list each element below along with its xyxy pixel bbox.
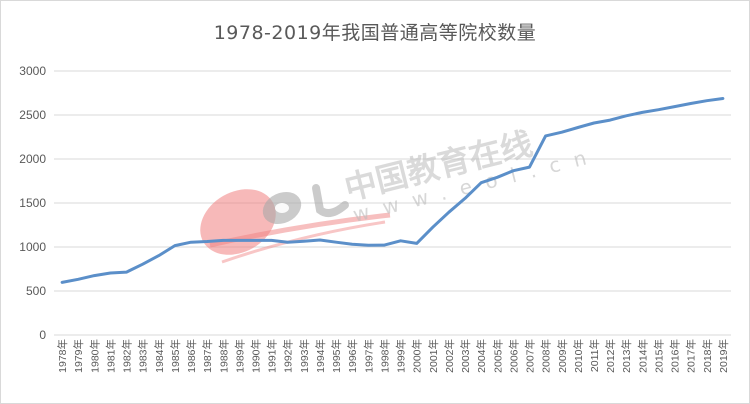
x-tick-label: 1984年 bbox=[153, 339, 166, 373]
x-tick-label: 1988年 bbox=[217, 339, 230, 373]
x-tick-label: 2016年 bbox=[669, 339, 682, 373]
x-tick-label: 1994年 bbox=[314, 339, 327, 373]
x-tick-label: 1979年 bbox=[72, 339, 85, 373]
series-line bbox=[60, 97, 725, 284]
y-tick-label: 1500 bbox=[19, 196, 46, 210]
y-tick-label: 1000 bbox=[19, 240, 46, 254]
x-tick-label: 2003年 bbox=[459, 339, 472, 373]
x-tick-label: 1999年 bbox=[395, 339, 408, 373]
x-tick-label: 1991年 bbox=[266, 339, 279, 373]
x-tick-label: 2009年 bbox=[556, 339, 569, 373]
x-tick-label: 1982年 bbox=[121, 339, 134, 373]
x-tick-label: 1989年 bbox=[233, 339, 246, 373]
x-tick-label: 2019年 bbox=[717, 339, 730, 373]
x-tick-label: 1990年 bbox=[249, 339, 262, 373]
x-tick-label: 1998年 bbox=[378, 339, 391, 373]
x-tick-label: 2008年 bbox=[540, 339, 553, 373]
x-tick-label: 2004年 bbox=[475, 339, 488, 373]
x-axis-ticks: 1978年 1979年 1980年 1981年 1982年 1983年 1984年 1985年… bbox=[56, 339, 730, 373]
x-tick-label: 2010年 bbox=[572, 339, 585, 373]
x-tick-label: 1995年 bbox=[330, 339, 343, 373]
x-tick-label: 2014年 bbox=[636, 339, 649, 373]
x-tick-label: 1996年 bbox=[346, 339, 359, 373]
x-tick-label: 1986年 bbox=[185, 339, 198, 373]
x-tick-label: 1985年 bbox=[169, 339, 182, 373]
x-tick-label: 2005年 bbox=[491, 339, 504, 373]
x-tick-label: 1981年 bbox=[104, 339, 117, 373]
x-tick-label: 2000年 bbox=[411, 339, 424, 373]
x-tick-label: 2011年 bbox=[588, 339, 601, 372]
x-tick-label: 2006年 bbox=[507, 339, 520, 373]
x-tick-label: 2017年 bbox=[685, 339, 698, 373]
chart-title: 1978-2019年我国普通高等院校数量 bbox=[213, 22, 537, 44]
x-tick-label: 2007年 bbox=[524, 339, 537, 373]
x-tick-label: 2002年 bbox=[443, 339, 456, 373]
x-tick-label: 1983年 bbox=[137, 339, 150, 373]
y-tick-label: 500 bbox=[26, 284, 46, 298]
x-tick-label: 1993年 bbox=[298, 339, 311, 373]
x-tick-label: 1987年 bbox=[201, 339, 214, 373]
x-tick-label: 2015年 bbox=[652, 339, 665, 373]
y-tick-label: 0 bbox=[39, 328, 46, 342]
x-tick-label: 1980年 bbox=[88, 339, 101, 373]
x-tick-label: 1978年 bbox=[56, 339, 69, 373]
x-tick-label: 2018年 bbox=[701, 339, 714, 373]
y-tick-label: 2000 bbox=[19, 152, 46, 166]
x-tick-label: 2013年 bbox=[620, 339, 633, 373]
x-tick-label: 1992年 bbox=[282, 339, 295, 373]
y-tick-label: 2500 bbox=[19, 108, 46, 122]
x-tick-label: 2012年 bbox=[604, 339, 617, 373]
y-tick-label: 3000 bbox=[19, 64, 46, 78]
x-tick-label: 2001年 bbox=[427, 339, 440, 373]
y-axis-ticks: 0 500 1000 1500 2000 2500 3000 bbox=[19, 64, 46, 342]
gridlines bbox=[54, 70, 731, 336]
x-tick-label: 1997年 bbox=[362, 339, 375, 373]
